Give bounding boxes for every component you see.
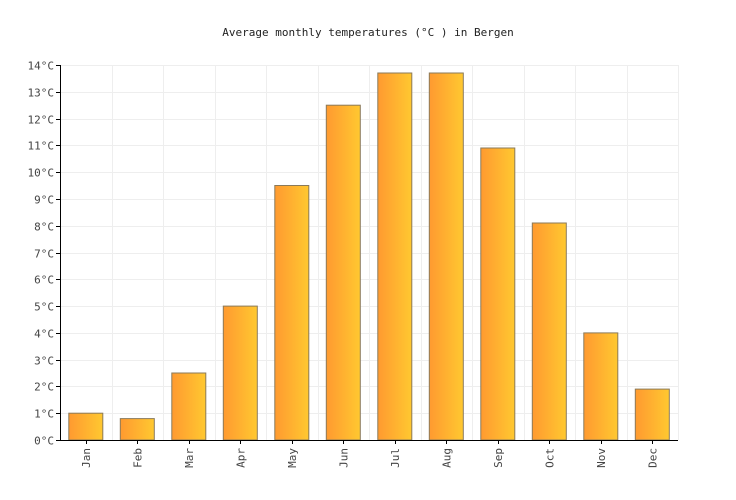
x-tick-label: Oct: [543, 448, 556, 468]
y-tick-label: 8°C: [34, 221, 54, 234]
x-tick-label: Apr: [234, 448, 247, 468]
x-tick-label: Nov: [595, 448, 608, 468]
y-tick-label: 13°C: [28, 87, 55, 100]
x-tick-label: May: [286, 448, 299, 468]
y-tick-label: 14°C: [28, 60, 55, 73]
bar-nov: [583, 332, 619, 441]
bar-jun: [325, 104, 361, 441]
y-tick-label: 11°C: [28, 140, 55, 153]
x-tick-label: Jul: [389, 448, 402, 468]
x-tick-label: Dec: [646, 448, 659, 468]
bar-jan: [68, 412, 104, 441]
x-tick-label: Jun: [337, 448, 350, 468]
bar-may: [274, 185, 310, 441]
bar-apr: [222, 305, 258, 441]
y-tick-label: 5°C: [34, 301, 54, 314]
y-tick-label: 12°C: [28, 114, 55, 127]
chart-title: Average monthly temperatures (°C ) in Be…: [222, 26, 513, 39]
y-tick-label: 0°C: [34, 435, 54, 448]
y-tick-label: 1°C: [34, 408, 54, 421]
y-tick-label: 2°C: [34, 381, 54, 394]
y-tick-label: 6°C: [34, 274, 54, 287]
bar-jul: [377, 72, 413, 441]
bar-aug: [428, 72, 464, 441]
y-tick-label: 9°C: [34, 194, 54, 207]
label-layer: 0°C 1°C 2°C 3°C 4°C 5°C 6°C 7°C 8°C 9°C 10°C 11°C 12…: [28, 60, 660, 468]
bar-feb: [119, 418, 155, 441]
x-tick-label: Mar: [183, 448, 196, 468]
x-tick-label: Sep: [492, 448, 505, 468]
grid-layer: [60, 65, 679, 440]
x-tick-label: Feb: [131, 448, 144, 468]
x-tick-label: Jan: [80, 448, 93, 468]
y-tick-label: 7°C: [34, 248, 54, 261]
bar-mar: [171, 372, 207, 441]
bar-dec: [634, 388, 670, 441]
y-tick-label: 4°C: [34, 328, 54, 341]
y-tick-label: 3°C: [34, 355, 54, 368]
axis-layer: [56, 65, 678, 444]
y-tick-label: 10°C: [28, 167, 55, 180]
x-tick-label: Aug: [440, 448, 453, 468]
bar-oct: [531, 222, 567, 441]
bar-layer: [68, 72, 670, 441]
bar-sep: [480, 147, 516, 441]
